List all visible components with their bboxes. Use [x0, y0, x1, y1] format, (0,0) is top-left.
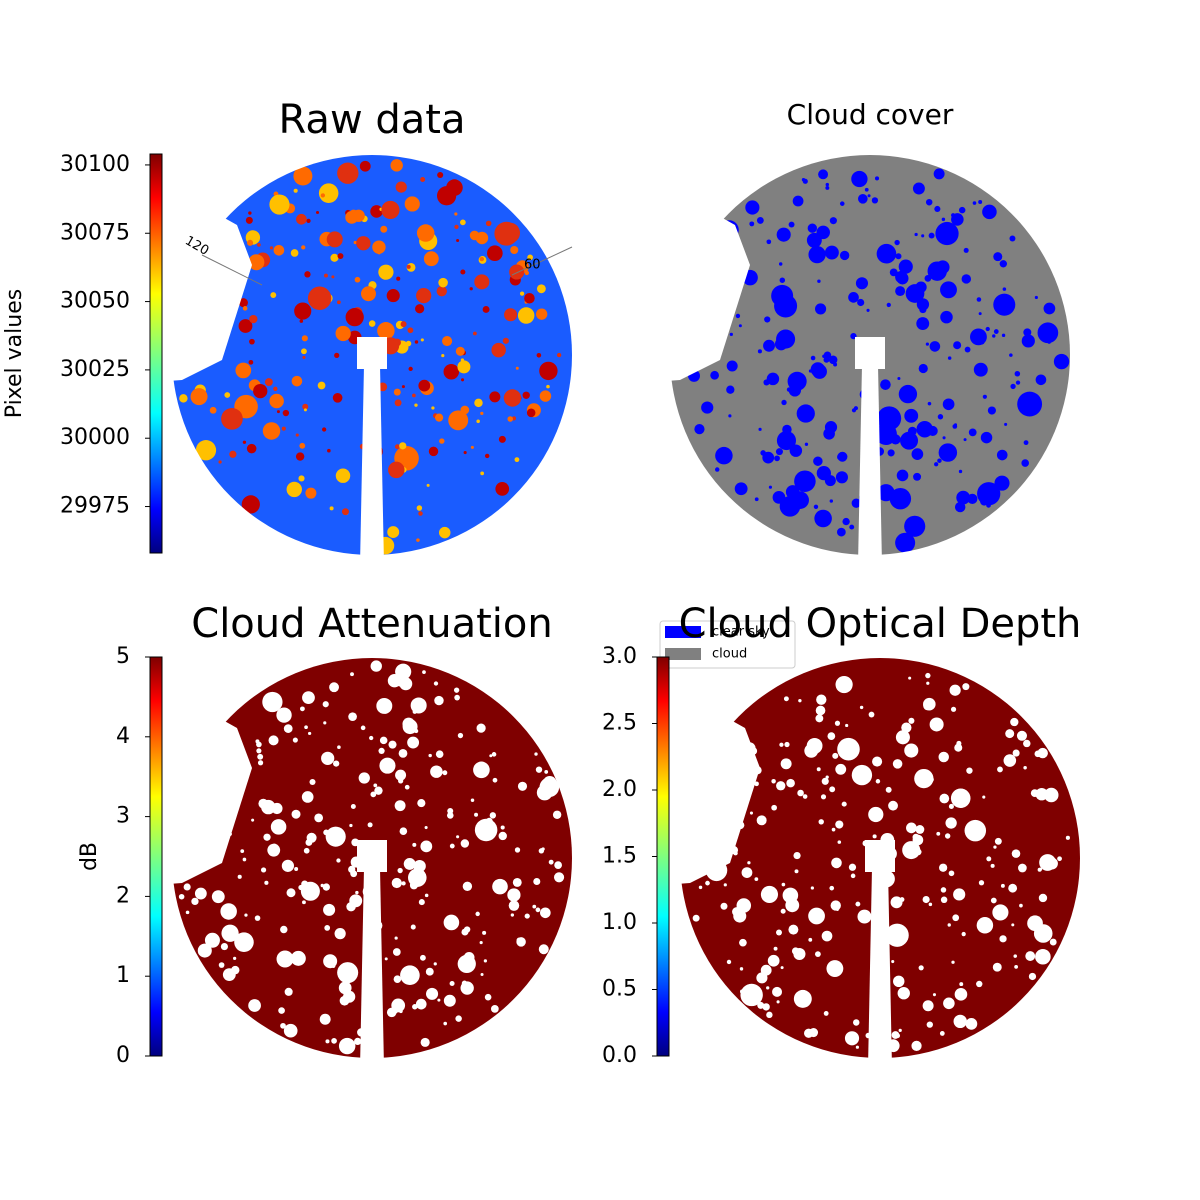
- tick-label: 1.0: [602, 910, 637, 935]
- colorbar-label: Pixel values: [2, 289, 27, 418]
- tick-label: 4: [116, 724, 130, 749]
- panel: Cloud Optical Depth 0.0 0.5 1.0 1.5 2.0 2.5 3.0: [602, 601, 1081, 1068]
- tick-label: 0: [116, 1043, 130, 1068]
- tick-label: 1.5: [602, 844, 637, 869]
- colorbar-label: dB: [77, 842, 102, 871]
- polar-axis: [201, 254, 263, 286]
- tick-label: 0.5: [602, 977, 637, 1002]
- tick-label: 30000: [60, 425, 130, 450]
- sky-image: [172, 155, 572, 555]
- panel-title: Cloud Optical Depth: [679, 601, 1082, 647]
- tick-label: 5: [116, 644, 130, 669]
- tick-label: 30075: [60, 220, 130, 245]
- legend-swatch: [665, 648, 701, 660]
- tick-label: 30100: [60, 152, 130, 177]
- panel-title: Raw data: [279, 97, 466, 143]
- polar-label: 60: [524, 258, 541, 273]
- tick-label: 30025: [60, 357, 130, 382]
- colorbar: [149, 656, 163, 1057]
- panel: Cloud cover: [670, 98, 1070, 555]
- legend-label: clear sky: [712, 625, 770, 640]
- tick-label: 2.5: [602, 711, 637, 736]
- sky-image: [680, 658, 1080, 1058]
- panel: Cloud Attenuation 0 1 2 3 4 5 dB: [77, 601, 572, 1068]
- colorbar: [656, 656, 670, 1057]
- legend: clear sky cloud: [659, 620, 796, 669]
- panel-title: Cloud Attenuation: [191, 601, 552, 647]
- colorbar: [149, 153, 163, 554]
- sky-image: [670, 155, 1070, 555]
- tick-label: 0.0: [602, 1043, 637, 1068]
- polar-axis: [511, 246, 573, 276]
- sky-image: [172, 658, 572, 1058]
- tick-label: 29975: [60, 494, 130, 519]
- legend-label: cloud: [712, 647, 747, 662]
- tick-label: 3.0: [602, 644, 637, 669]
- tick-label: 2.0: [602, 777, 637, 802]
- tick-label: 3: [116, 804, 130, 829]
- panel-title: Cloud cover: [787, 98, 954, 131]
- tick-label: 2: [116, 883, 130, 908]
- tick-label: 30050: [60, 289, 130, 314]
- panel: Raw data12060299753000030025300503007530…: [2, 97, 573, 555]
- tick-label: 1: [116, 963, 130, 988]
- legend-swatch: [665, 626, 701, 638]
